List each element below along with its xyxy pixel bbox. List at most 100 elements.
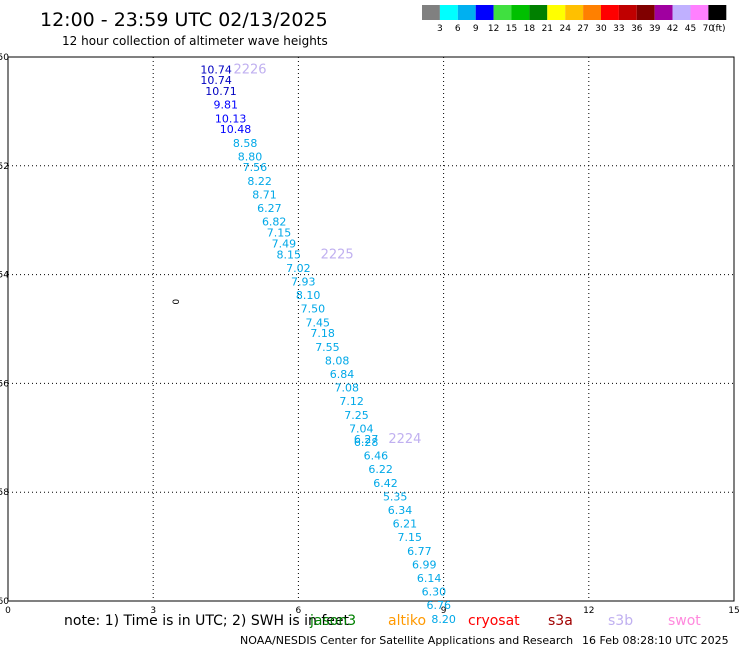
colorbar-label: 18: [524, 24, 536, 34]
colorbar-label: 9: [473, 24, 479, 34]
y-tick-label: -50: [0, 53, 9, 63]
colorbar-swatch: [672, 5, 691, 20]
footer-timestamp: 16 Feb 08:28:10 UTC 2025: [582, 634, 729, 647]
colorbar-swatch: [601, 5, 619, 20]
wave-height-label: 6.76: [427, 599, 452, 612]
wave-height-label: 8.10: [296, 289, 321, 302]
x-tick-label: 9: [441, 606, 447, 616]
colorbar-swatch: [654, 5, 673, 20]
pass-number-label: 2224: [388, 432, 421, 447]
colorbar-label: 21: [542, 24, 553, 34]
wave-height-label: 7.56: [243, 161, 268, 174]
pass-number-label: 2226: [233, 62, 266, 77]
colorbar-swatch: [511, 5, 530, 20]
colorbar-swatch: [475, 5, 494, 20]
colorbar-swatch: [636, 5, 655, 20]
colorbar-label: 3: [437, 24, 443, 34]
legend-altika: altiko: [388, 613, 426, 629]
color-scale: 3 6 9 12 15 18 21 24 27 30 33 36 39 42 45 70: [422, 5, 727, 34]
colorbar-swatch: [493, 5, 512, 20]
y-tick-label: -56: [0, 379, 9, 389]
wave-height-label: 6.27: [257, 202, 282, 215]
wave-height-label: 6.22: [368, 463, 393, 476]
wave-height-label: 6.77: [407, 545, 432, 558]
colorbar-label: 30: [595, 24, 607, 34]
wave-height-label: 8.71: [252, 188, 277, 201]
colorbar-label: 24: [559, 24, 571, 34]
wave-height-label: 5.35: [383, 490, 408, 503]
chart-title: 12:00 - 23:59 UTC 02/13/2025: [40, 9, 328, 31]
wave-height-label: 8.22: [247, 175, 272, 188]
wave-height-label: 6.99: [412, 558, 437, 571]
colorbar-swatch: [439, 5, 458, 20]
legend-s3b: s3b: [608, 613, 633, 629]
colorbar-label: 70: [703, 24, 715, 34]
colorbar-swatch: [618, 5, 637, 20]
wave-height-label: 8.15: [276, 248, 301, 261]
wave-height-label: 8.80: [238, 150, 263, 163]
x-tick-label: 0: [5, 606, 11, 616]
wave-height-label: 7.15: [267, 227, 292, 240]
wave-height-label: 7.50: [301, 303, 326, 316]
colorbar-swatch: [422, 5, 440, 20]
wave-height-label: 6.21: [393, 518, 418, 531]
wave-height-label: 10.48: [220, 123, 252, 136]
wave-height-label: 6.42: [373, 477, 398, 490]
colorbar-label: 15: [506, 24, 517, 34]
y-tick-label: -52: [0, 162, 9, 172]
x-tick-label: 3: [150, 606, 156, 616]
note-text: note: 1) Time is in UTC; 2) SWH is in fe…: [64, 613, 350, 629]
y-tick-label: -58: [0, 488, 9, 498]
colorbar-swatch: [583, 5, 601, 20]
wave-height-label: 6.82: [262, 216, 287, 229]
colorbar-label: 33: [613, 24, 624, 34]
plot-marks: 10.7410.7410.719.8110.1310.488.588.807.5…: [170, 62, 456, 625]
wave-height-label: 7.18: [310, 327, 335, 340]
wave-height-label: 9.81: [214, 99, 239, 112]
wave-height-label: 6.84: [330, 368, 355, 381]
wave-height-label: 7.55: [315, 341, 340, 354]
wave-height-label: 6.46: [364, 450, 389, 463]
plot-frame: [7, 56, 735, 602]
wave-height-label: 6.27: [354, 433, 379, 446]
wave-height-label: 6.28: [354, 436, 379, 449]
wave-height-label: 10.13: [215, 112, 247, 125]
wave-height-label: 6.30: [422, 586, 447, 599]
wave-height-label: 10.74: [200, 63, 232, 76]
wave-height-label: 7.12: [339, 395, 364, 408]
colorbar-swatch: [690, 5, 709, 20]
colorbar-swatch: [547, 5, 566, 20]
wave-height-label: 7.45: [306, 316, 331, 329]
wave-height-label: 6.34: [388, 504, 413, 517]
plot-axes: 0 3 6 9 12 15 -50 -52 -54 -56 -58 -60: [0, 53, 740, 616]
colorbar-label: 27: [577, 24, 588, 34]
legend-cryosat: cryosat: [468, 613, 520, 629]
wave-height-label: 7.49: [272, 237, 297, 250]
colorbar-label: 42: [667, 24, 678, 34]
plot-grid: [8, 57, 734, 601]
colorbar-label: 12: [488, 24, 499, 34]
wave-height-label: 7.08: [335, 382, 360, 395]
colorbar-unit: (ft): [712, 24, 726, 34]
x-tick-label: 15: [728, 606, 739, 616]
colorbar-label: 36: [631, 24, 643, 34]
wave-height-label: 8.58: [233, 137, 258, 150]
colorbar-label: 39: [649, 24, 661, 34]
x-tick-label: 12: [583, 606, 594, 616]
colorbar-swatch: [457, 5, 476, 20]
colorbar-swatch: [708, 5, 727, 20]
wave-height-label: 7.02: [286, 262, 311, 275]
x-tick-label: 6: [296, 606, 302, 616]
wave-height-label: 7.25: [344, 409, 369, 422]
stray-mark: 0: [170, 299, 180, 305]
colorbar-swatch: [529, 5, 548, 20]
wave-height-label: 8.08: [325, 354, 350, 367]
wave-height-label: 7.93: [291, 275, 316, 288]
wave-height-label: 6.14: [417, 572, 442, 585]
pass-number-label: 2225: [321, 247, 354, 262]
legend-swot: swot: [668, 613, 701, 629]
y-tick-label: -60: [0, 597, 9, 607]
satellite-legend: jason3 altiko cryosat s3a s3b swot: [309, 613, 701, 629]
colorbar-label: 45: [685, 24, 696, 34]
